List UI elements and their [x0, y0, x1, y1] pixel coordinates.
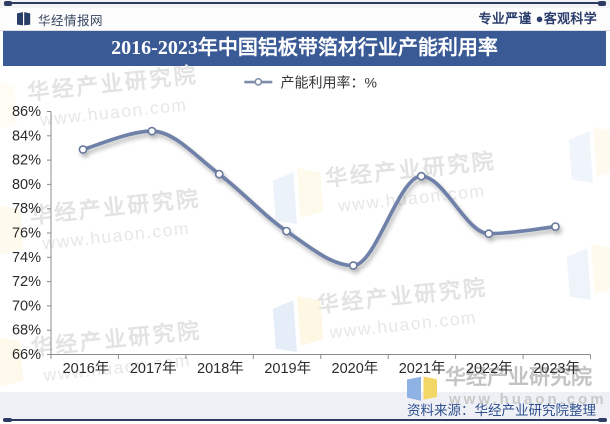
svg-text:86%: 86%: [12, 104, 41, 120]
svg-text:84%: 84%: [12, 128, 41, 144]
svg-text:2017年: 2017年: [130, 360, 177, 377]
svg-text:2020年: 2020年: [332, 360, 379, 377]
svg-text:68%: 68%: [12, 323, 41, 339]
svg-text:80%: 80%: [12, 177, 41, 193]
svg-text:2016年: 2016年: [63, 360, 110, 377]
svg-text:www.huaon.com: www.huaon.com: [448, 391, 607, 408]
svg-text:产能利用率：%: 产能利用率：%: [281, 74, 377, 90]
svg-text:72%: 72%: [12, 274, 41, 290]
svg-text:70%: 70%: [12, 298, 41, 314]
svg-text:2018年: 2018年: [197, 360, 244, 377]
svg-text:78%: 78%: [12, 201, 41, 217]
svg-text:2023年: 2023年: [533, 360, 580, 377]
svg-text:2019年: 2019年: [264, 360, 311, 377]
svg-text:74%: 74%: [12, 250, 41, 266]
svg-text:66%: 66%: [12, 347, 41, 363]
svg-text:82%: 82%: [12, 153, 41, 169]
svg-text:76%: 76%: [12, 226, 41, 242]
svg-text:2022年: 2022年: [466, 360, 513, 377]
svg-text:2021年: 2021年: [399, 360, 446, 377]
svg-text:华经产业研究院: 华经产业研究院: [445, 365, 592, 389]
